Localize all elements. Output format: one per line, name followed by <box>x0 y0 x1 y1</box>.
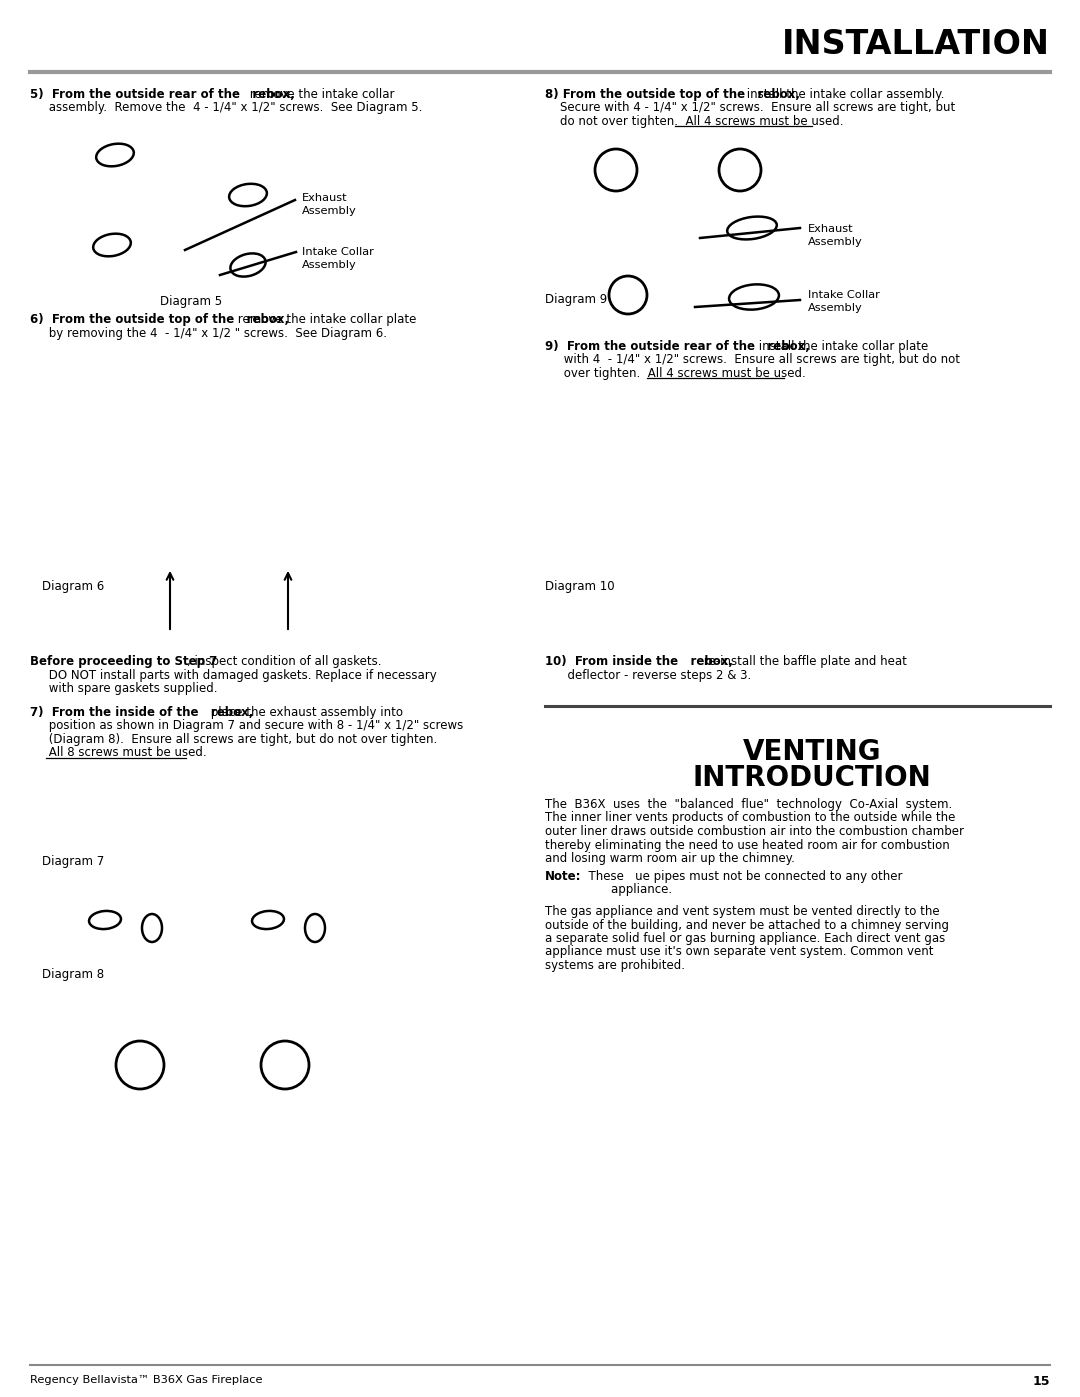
Text: re-install the baffle plate and heat: re-install the baffle plate and heat <box>700 655 907 668</box>
Text: The inner liner vents products of combustion to the outside while the: The inner liner vents products of combus… <box>545 812 956 824</box>
Text: Exhaust: Exhaust <box>808 224 853 235</box>
Text: remove the intake collar: remove the intake collar <box>246 88 394 101</box>
Text: a separate solid fuel or gas burning appliance. Each direct vent gas: a separate solid fuel or gas burning app… <box>545 932 945 944</box>
Text: Exhaust: Exhaust <box>302 193 348 203</box>
Text: Assembly: Assembly <box>808 303 863 313</box>
Text: 5)  From the outside rear of the   rebox,: 5) From the outside rear of the rebox, <box>30 88 295 101</box>
Text: do not over tighten.  All 4 screws must be used.: do not over tighten. All 4 screws must b… <box>545 115 843 129</box>
Text: remove the intake collar plate: remove the intake collar plate <box>234 313 417 326</box>
Text: 6)  From the outside top of the   rebox,: 6) From the outside top of the rebox, <box>30 313 289 326</box>
Text: INTRODUCTION: INTRODUCTION <box>692 764 931 792</box>
Text: appliance must use it's own separate vent system. Common vent: appliance must use it's own separate ven… <box>545 946 933 958</box>
Text: with 4  - 1/4" x 1/2" screws.  Ensure all screws are tight, but do not: with 4 - 1/4" x 1/2" screws. Ensure all … <box>545 353 960 366</box>
Text: thereby eliminating the need to use heated room air for combustion: thereby eliminating the need to use heat… <box>545 838 949 852</box>
Text: Assembly: Assembly <box>808 237 863 247</box>
Text: position as shown in Diagram 7 and secure with 8 - 1/4" x 1/2" screws: position as shown in Diagram 7 and secur… <box>30 719 463 732</box>
Text: place the exhaust assembly into: place the exhaust assembly into <box>207 705 403 719</box>
Text: VENTING: VENTING <box>743 738 881 766</box>
Text: Diagram 5: Diagram 5 <box>160 295 222 307</box>
Text: 7)  From the inside of the   rebox,: 7) From the inside of the rebox, <box>30 705 254 719</box>
Text: 15: 15 <box>1032 1375 1050 1389</box>
Text: All 8 screws must be used.: All 8 screws must be used. <box>30 746 206 760</box>
Text: The gas appliance and vent system must be vented directly to the: The gas appliance and vent system must b… <box>545 905 940 918</box>
Text: systems are prohibited.: systems are prohibited. <box>545 958 685 972</box>
Text: Assembly: Assembly <box>302 205 356 217</box>
Text: Intake Collar: Intake Collar <box>302 247 374 257</box>
Text: Diagram 8: Diagram 8 <box>42 968 104 981</box>
Text: INSTALLATION: INSTALLATION <box>782 28 1050 61</box>
Text: Intake Collar: Intake Collar <box>808 291 880 300</box>
Text: , inspect condition of all gaskets.: , inspect condition of all gaskets. <box>187 655 381 668</box>
Text: Diagram 6: Diagram 6 <box>42 580 105 592</box>
Text: Diagram 7: Diagram 7 <box>42 855 105 868</box>
Text: 8) From the outside top of the   rebox,: 8) From the outside top of the rebox, <box>545 88 800 101</box>
Text: by removing the 4  - 1/4" x 1/2 " screws.  See Diagram 6.: by removing the 4 - 1/4" x 1/2 " screws.… <box>30 327 387 339</box>
Text: Regency Bellavista™ B36X Gas Fireplace: Regency Bellavista™ B36X Gas Fireplace <box>30 1375 262 1384</box>
Text: 9)  From the outside rear of the   rebox,: 9) From the outside rear of the rebox, <box>545 339 810 353</box>
Text: These   ue pipes must not be connected to any other: These ue pipes must not be connected to … <box>581 870 903 883</box>
Text: deflector - reverse steps 2 & 3.: deflector - reverse steps 2 & 3. <box>545 669 752 682</box>
Text: DO NOT install parts with damaged gaskets. Replace if necessary: DO NOT install parts with damaged gasket… <box>30 669 436 682</box>
Text: with spare gaskets supplied.: with spare gaskets supplied. <box>30 682 217 694</box>
Text: outside of the building, and never be attached to a chimney serving: outside of the building, and never be at… <box>545 918 949 932</box>
Text: outer liner draws outside combustion air into the combustion chamber: outer liner draws outside combustion air… <box>545 826 964 838</box>
Text: install the intake collar assembly.: install the intake collar assembly. <box>743 88 944 101</box>
Text: Assembly: Assembly <box>302 260 356 270</box>
Text: install the intake collar plate: install the intake collar plate <box>755 339 928 353</box>
Text: appliance.: appliance. <box>581 883 672 897</box>
Text: Diagram 10: Diagram 10 <box>545 580 615 592</box>
Text: and losing warm room air up the chimney.: and losing warm room air up the chimney. <box>545 852 795 865</box>
Text: Note:: Note: <box>545 870 581 883</box>
Text: Before proceeding to Step 7: Before proceeding to Step 7 <box>30 655 217 668</box>
Text: assembly.  Remove the  4 - 1/4" x 1/2" screws.  See Diagram 5.: assembly. Remove the 4 - 1/4" x 1/2" scr… <box>30 102 422 115</box>
Text: 10)  From inside the   rebox,: 10) From inside the rebox, <box>545 655 733 668</box>
Text: The  B36X  uses  the  "balanced  flue"  technology  Co-Axial  system.: The B36X uses the "balanced flue" techno… <box>545 798 953 812</box>
Text: (Diagram 8).  Ensure all screws are tight, but do not over tighten.: (Diagram 8). Ensure all screws are tight… <box>30 733 437 746</box>
Text: Secure with 4 - 1/4" x 1/2" screws.  Ensure all screws are tight, but: Secure with 4 - 1/4" x 1/2" screws. Ensu… <box>545 102 955 115</box>
Text: over tighten.  All 4 screws must be used.: over tighten. All 4 screws must be used. <box>545 367 806 380</box>
Text: Diagram 9: Diagram 9 <box>545 293 607 306</box>
